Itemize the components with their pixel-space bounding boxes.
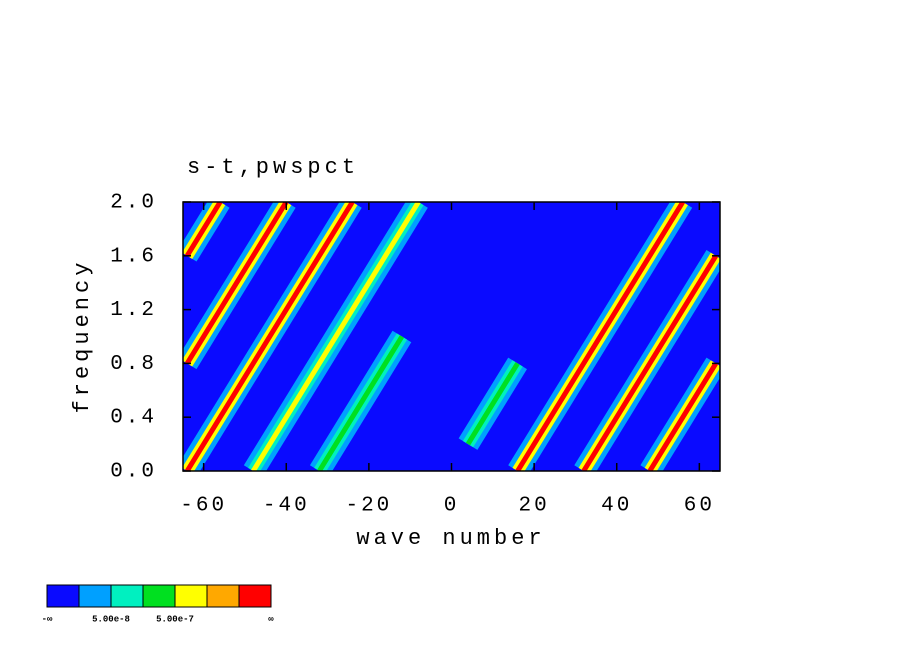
colorbar-label: 5.00e-8 [92, 614, 130, 624]
x-tick-label: 0 [444, 495, 460, 518]
x-tick-label: -60 [180, 495, 227, 518]
chart-title: s-t,pwspct [187, 155, 359, 180]
x-tick-label: 20 [519, 495, 550, 518]
ridge [185, 202, 223, 258]
ridge [251, 202, 421, 471]
ridge [185, 202, 355, 471]
colorbar-swatch [46, 584, 80, 608]
x-tick-label: 40 [601, 495, 632, 518]
colorbar-swatch [78, 584, 112, 608]
ridge [465, 362, 520, 446]
x-tick-label: -20 [345, 495, 392, 518]
plot-field [183, 202, 720, 471]
y-tick-label: 0.0 [110, 461, 157, 484]
ridge [185, 202, 289, 365]
x-axis-label: wave number [356, 526, 545, 551]
x-tick-label: -40 [263, 495, 310, 518]
y-tick-label: 2.0 [110, 192, 157, 215]
y-tick-label: 0.4 [110, 407, 157, 430]
ridge [317, 335, 405, 471]
colorbar-label: ∞ [268, 614, 274, 624]
y-tick-label: 1.2 [110, 299, 157, 322]
y-axis-label: frequency [70, 259, 95, 414]
y-tick-label: 1.6 [110, 245, 157, 268]
colorbar-swatch [238, 584, 272, 608]
colorbar-swatch [174, 584, 208, 608]
colorbar-swatch [142, 584, 176, 608]
y-tick-label: 0.8 [110, 353, 157, 376]
ridge [515, 202, 685, 471]
ridge [647, 362, 718, 471]
colorbar-swatch [110, 584, 144, 608]
colorbar-swatch [206, 584, 240, 608]
colorbar-label: 5.00e-7 [156, 614, 194, 624]
colorbar-label: -∞ [42, 614, 53, 624]
x-tick-label: 60 [684, 495, 715, 518]
ridge [581, 254, 718, 471]
